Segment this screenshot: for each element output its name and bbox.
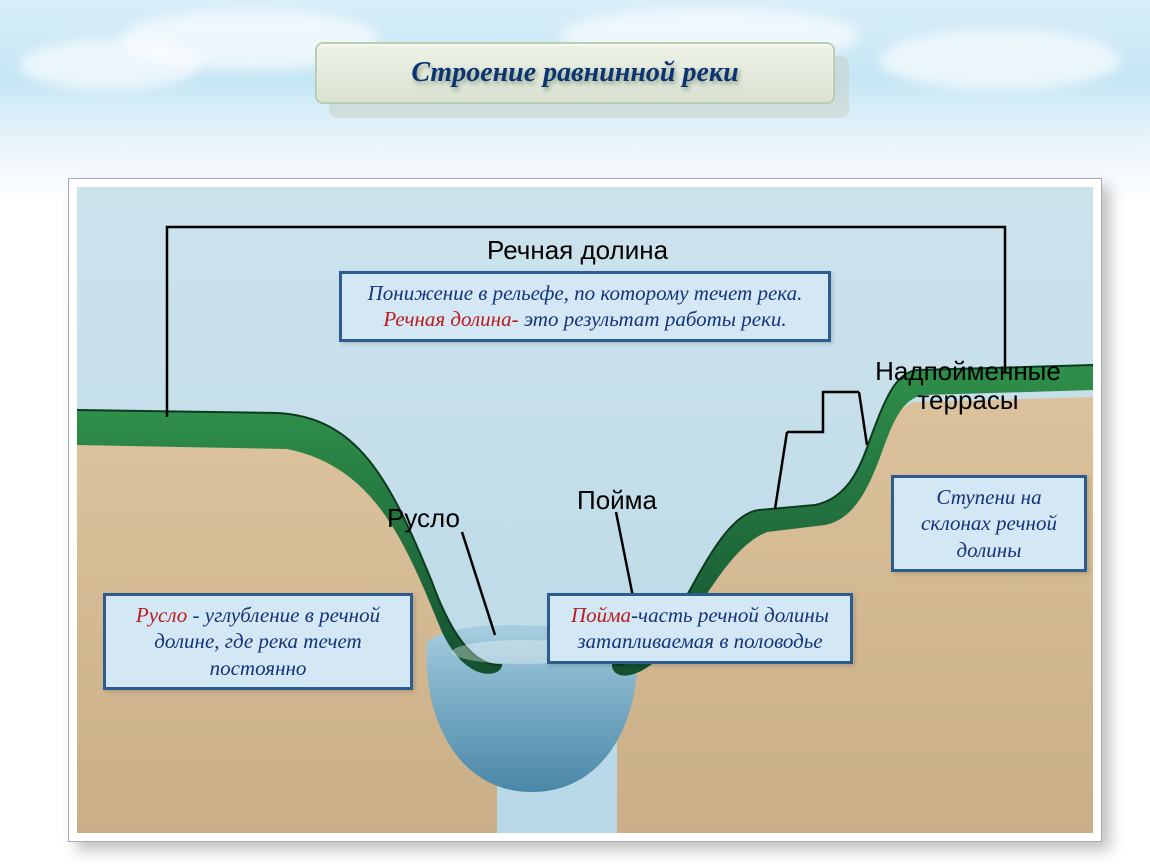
valley-keyword: Речная долина- [383, 307, 518, 331]
cloud-decoration [880, 30, 1120, 90]
title-plate: Строение равнинной реки [315, 42, 835, 104]
valley-text-after: это результат работы реки. [519, 307, 787, 331]
title-container: Строение равнинной реки [315, 42, 835, 104]
diagram-frame: Речная долина Русло Пойма Надпойменные т… [68, 178, 1102, 842]
diagram-container: Речная долина Русло Пойма Надпойменные т… [68, 178, 1102, 842]
label-river-valley: Речная долина [487, 235, 668, 266]
diagram-canvas: Речная долина Русло Пойма Надпойменные т… [77, 187, 1093, 833]
label-channel: Русло [387, 503, 460, 534]
page-title: Строение равнинной реки [411, 57, 738, 89]
label-terraces-line1: Надпойменные [875, 356, 1061, 386]
terraces-text: Ступени на склонах речной долины [921, 485, 1057, 562]
channel-text: - углубление в речной долине, где река т… [154, 603, 380, 680]
infobox-channel: Русло - углубление в речной долине, где … [103, 593, 413, 690]
label-terraces: Надпойменные террасы [853, 357, 1083, 414]
channel-keyword: Русло [136, 603, 187, 627]
floodplain-keyword: Пойма [571, 603, 631, 627]
label-floodplain: Пойма [577, 485, 657, 516]
infobox-floodplain: Пойма-часть речной долины затапливаемая … [547, 593, 853, 664]
valley-text-before: Понижение в рельефе, по которому течет р… [368, 281, 803, 305]
infobox-terraces: Ступени на склонах речной долины [891, 475, 1087, 572]
infobox-river-valley: Понижение в рельефе, по которому течет р… [339, 271, 831, 342]
label-terraces-line2: террасы [917, 385, 1018, 415]
